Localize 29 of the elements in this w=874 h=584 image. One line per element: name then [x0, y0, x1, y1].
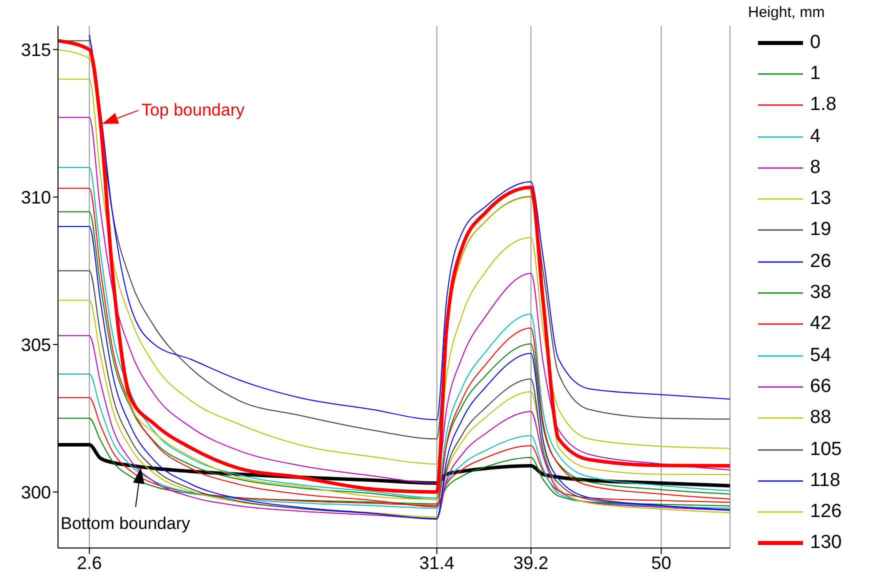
x-tick-label: 39.2 — [513, 552, 548, 573]
legend-label: 42 — [810, 313, 832, 336]
legend-label: 66 — [810, 376, 832, 398]
legend-label: 88 — [810, 407, 832, 430]
y-tick-label: 305 — [20, 334, 51, 355]
legend-label: 38 — [810, 282, 832, 304]
legend-label: 126 — [810, 501, 842, 524]
x-tick-label: 2.6 — [76, 552, 102, 573]
legend-label: 8 — [810, 156, 821, 179]
y-tick-label: 310 — [20, 187, 51, 208]
x-tick-label: 31.4 — [419, 552, 454, 573]
legend-label: 54 — [810, 344, 832, 367]
legend-label: 13 — [810, 188, 832, 210]
x-tick-label: 50 — [651, 552, 672, 573]
legend-label: 130 — [810, 532, 842, 554]
legend-label: 105 — [810, 438, 842, 460]
legend-label: 26 — [810, 250, 832, 273]
legend-title: Height, mm — [748, 4, 826, 21]
y-tick-label: 300 — [20, 482, 51, 502]
annotation: Bottom boundary — [60, 514, 191, 533]
legend-label: 4 — [810, 126, 821, 148]
legend-label: 1.8 — [810, 94, 836, 116]
legend-label: 118 — [810, 470, 840, 492]
legend-label: 19 — [810, 219, 832, 242]
y-tick-label: 315 — [20, 40, 51, 60]
legend-label: 1 — [810, 62, 821, 85]
annotation: Top boundary — [141, 100, 246, 120]
line-series — [58, 374, 730, 509]
legend-label: 0 — [810, 32, 821, 54]
